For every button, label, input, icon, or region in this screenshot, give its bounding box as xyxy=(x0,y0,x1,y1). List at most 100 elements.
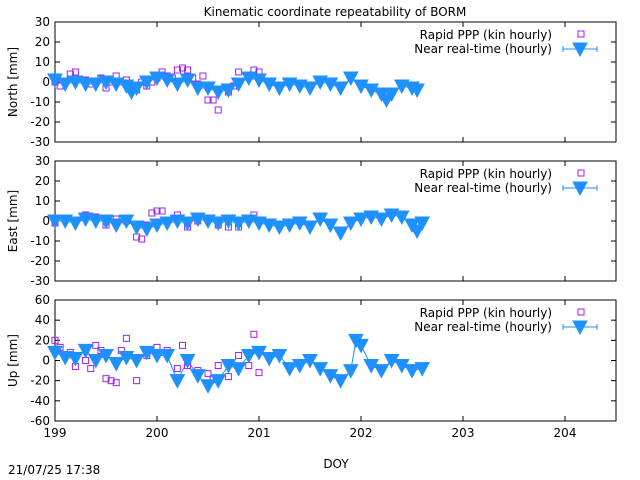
rapid-ppp-point xyxy=(102,375,110,383)
x-tick-label: 199 xyxy=(44,426,67,440)
nrt-point xyxy=(363,83,380,99)
nrt-point xyxy=(342,216,359,232)
nrt-point xyxy=(312,362,329,377)
nrt-point xyxy=(179,354,196,369)
nrt-point xyxy=(414,362,431,377)
y-tick-label: 30 xyxy=(35,154,50,168)
nrt-point xyxy=(87,77,104,93)
nrt-point xyxy=(281,362,298,377)
legend-marker-rapid xyxy=(577,308,585,316)
nrt-point xyxy=(200,81,216,97)
rapid-ppp-point xyxy=(107,377,115,385)
nrt-point xyxy=(332,374,349,389)
rapid-ppp-point xyxy=(51,336,59,344)
panels-group: -30 -20 -10 0 10 20 30 North [mm] Rapid PPP (kin… xyxy=(6,15,617,440)
rapid-ppp-point xyxy=(138,235,146,243)
nrt-point xyxy=(332,81,349,97)
legend-marker-rapid xyxy=(577,169,585,177)
rapid-ppp-point xyxy=(255,369,263,377)
nrt-point xyxy=(291,216,308,232)
legend-marker-rapid xyxy=(577,30,585,38)
nrt-point xyxy=(342,364,359,379)
y-tick-label: -20 xyxy=(30,374,50,388)
rapid-ppp-point xyxy=(204,96,212,104)
y-tick-label: -10 xyxy=(30,95,50,109)
y-tick-label: -30 xyxy=(30,135,50,149)
nrt-point xyxy=(98,348,114,364)
panel-1: -30 -20 -10 0 10 20 30 North [mm] Rapid PPP (kin… xyxy=(6,15,617,149)
nrt-point xyxy=(261,351,278,367)
nrt-point xyxy=(210,374,227,389)
nrt-point xyxy=(302,220,318,236)
nrt-point xyxy=(409,224,425,240)
legend-label-rapid: Rapid PPP (kin hourly) xyxy=(420,28,552,42)
legend-label-nrt: Near real-time (hourly) xyxy=(414,320,552,334)
nrt-point xyxy=(179,216,196,232)
nrt-point xyxy=(373,212,390,228)
nrt-point xyxy=(281,218,298,234)
nrt-point xyxy=(393,210,410,226)
y-tick-label: -40 xyxy=(30,394,50,408)
rapid-ppp-point xyxy=(214,362,222,370)
nrt-point xyxy=(302,354,318,369)
nrt-point xyxy=(409,83,425,99)
nrt-point xyxy=(108,218,125,234)
rapid-ppp-point xyxy=(87,365,95,373)
y-axis-label: East [mm] xyxy=(6,190,20,252)
rapid-ppp-point xyxy=(224,373,232,381)
nrt-point xyxy=(128,354,145,369)
rapid-ppp-point xyxy=(71,68,79,76)
rapid-ppp-point xyxy=(122,334,130,342)
y-tick-label: 10 xyxy=(35,55,50,69)
nrt-point xyxy=(414,216,431,232)
nrt-point xyxy=(210,85,227,101)
nrt-point xyxy=(77,77,94,93)
rapid-ppp-point xyxy=(173,66,181,74)
nrt-point xyxy=(230,362,247,377)
y-tick-label: 0 xyxy=(42,354,50,368)
rapid-ppp-point xyxy=(209,96,217,104)
nrt-point xyxy=(240,348,257,364)
nrt-point xyxy=(128,81,145,97)
nrt-point xyxy=(149,348,165,364)
nrt-point xyxy=(67,351,84,367)
y-tick-label: -20 xyxy=(30,115,50,129)
nrt-point xyxy=(108,357,125,372)
y-tick-label: -30 xyxy=(30,274,50,288)
rapid-ppp-point xyxy=(235,351,243,359)
nrt-point xyxy=(47,73,63,89)
legend-marker-nrt xyxy=(572,42,588,58)
y-tick-label: 40 xyxy=(35,313,50,327)
nrt-point xyxy=(322,77,339,93)
nrt-point xyxy=(342,71,359,87)
legend-marker-nrt xyxy=(572,320,588,336)
nrt-point xyxy=(271,348,288,364)
nrt-point xyxy=(373,364,390,379)
rapid-ppp-point xyxy=(158,207,166,215)
y-tick-label: -20 xyxy=(30,254,50,268)
nrt-point xyxy=(220,83,237,99)
nrt-point xyxy=(271,81,288,97)
rapid-ppp-point xyxy=(133,377,141,385)
y-tick-label: -60 xyxy=(30,414,50,428)
x-tick-label: 200 xyxy=(146,426,169,440)
y-tick-label: 0 xyxy=(42,214,50,228)
nrt-point xyxy=(271,220,288,236)
nrt-point xyxy=(404,364,420,379)
nrt-point xyxy=(189,81,206,97)
y-tick-label: 20 xyxy=(35,174,50,188)
nrt-point xyxy=(138,75,155,91)
nrt-point xyxy=(169,374,186,389)
nrt-point xyxy=(47,214,63,230)
rapid-ppp-point xyxy=(214,106,222,114)
y-axis-label: North [mm] xyxy=(6,47,20,117)
y-tick-label: 20 xyxy=(35,35,50,49)
nrt-point xyxy=(67,216,84,232)
y-tick-label: 0 xyxy=(42,75,50,89)
y-tick-label: 20 xyxy=(35,333,50,347)
y-tick-label: 30 xyxy=(35,15,50,29)
rapid-ppp-point xyxy=(199,72,207,80)
legend-label-rapid: Rapid PPP (kin hourly) xyxy=(420,167,552,181)
nrt-point xyxy=(159,348,176,364)
rapid-ppp-point xyxy=(148,209,156,217)
